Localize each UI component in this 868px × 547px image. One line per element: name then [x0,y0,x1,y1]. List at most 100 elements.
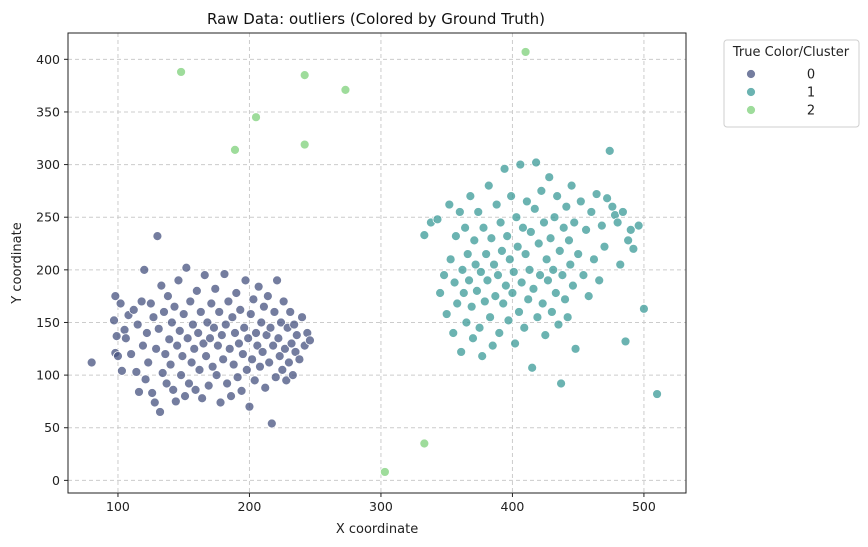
y-tick-label: 400 [36,52,60,67]
data-point-cluster-1 [599,241,610,252]
x-tick-label: 500 [632,499,656,514]
data-point-cluster-1 [564,235,574,246]
data-point-cluster-0 [243,333,254,344]
data-point-cluster-1 [581,224,591,235]
data-point-cluster-1 [557,270,568,281]
data-point-cluster-0 [226,391,236,402]
data-point-cluster-0 [273,333,284,344]
legend-label-0: 0 [807,68,815,83]
data-point-cluster-0 [169,301,180,312]
data-point-cluster-1 [533,238,544,249]
data-point-cluster-1 [596,220,607,231]
data-point-cluster-0 [165,359,176,370]
data-point-cluster-1 [550,288,561,298]
data-point-cluster-1 [432,214,443,225]
data-point-cluster-0 [236,385,247,396]
data-point-cluster-1 [461,317,472,328]
plot-frame [67,32,687,494]
data-point-cluster-2 [299,139,310,150]
data-point-cluster-1 [565,259,576,270]
data-point-cluster-1 [583,291,594,302]
data-point-cluster-0 [141,328,152,338]
data-point-cluster-2 [251,112,261,123]
data-point-cluster-1 [462,249,473,259]
data-point-cluster-1 [566,180,577,191]
data-point-cluster-0 [218,354,229,365]
data-point-cluster-0 [256,317,267,328]
data-point-cluster-0 [170,396,181,407]
legend-title: True Color/Cluster [732,45,850,60]
data-point-cluster-1 [586,207,597,217]
data-point-cluster-0 [172,340,183,351]
data-point-cluster-1 [493,270,503,281]
data-point-cluster-0 [228,359,239,370]
data-point-cluster-0 [212,340,223,351]
data-point-cluster-0 [224,343,235,354]
data-point-cluster-1 [498,298,509,309]
data-point-cluster-1 [545,233,556,244]
data-point-cluster-1 [589,254,599,265]
data-point-cluster-0 [277,364,288,375]
y-tick-label: 0 [52,473,60,488]
data-point-cluster-0 [143,357,154,368]
data-point-cluster-0 [132,319,143,330]
data-point-cluster-0 [268,340,279,351]
legend-marker-1 [746,87,756,97]
data-point-cluster-1 [470,259,481,270]
data-point-cluster-0 [220,319,231,330]
data-point-cluster-1 [520,249,531,259]
legend-entries: 0 1 2 [746,68,815,119]
y-axis-ticks: 0 50 100 150 200 250 300 350 400 [36,52,68,488]
data-point-cluster-0 [280,343,290,354]
data-point-cluster-1 [497,245,507,256]
grid-lines [68,33,686,493]
data-point-cluster-0 [164,334,175,345]
data-point-cluster-0 [191,285,202,296]
data-point-cluster-1 [528,283,539,294]
data-point-cluster-1 [503,315,514,326]
data-point-cluster-1 [617,207,628,217]
data-point-cluster-0 [284,357,294,368]
data-point-cluster-0 [215,397,226,408]
data-point-cluster-1 [623,235,634,246]
data-point-cluster-1 [456,347,467,357]
data-point-cluster-0 [140,374,151,385]
data-point-cluster-0 [234,338,244,349]
data-point-cluster-1 [466,301,477,312]
data-point-cluster-0 [176,370,186,381]
data-point-cluster-0 [180,391,190,402]
data-point-cluster-0 [117,365,127,376]
data-point-cluster-0 [287,370,298,381]
data-point-cluster-0 [152,231,163,242]
data-point-cluster-0 [214,307,225,317]
data-point-cluster-1 [512,241,523,252]
data-point-cluster-1 [575,196,586,207]
data-point-cluster-1 [475,267,486,277]
data-point-cluster-1 [491,199,502,210]
data-point-cluster-0 [173,275,184,286]
data-point-cluster-0 [245,309,256,319]
data-point-cluster-1 [506,191,517,202]
data-point-cluster-0 [86,357,97,368]
legend-marker-0 [746,69,756,79]
data-point-cluster-1 [465,191,476,202]
data-point-cluster-0 [211,370,222,381]
data-point-cluster-1 [514,307,524,317]
legend-label-1: 1 [807,86,815,101]
data-point-cluster-1 [490,291,501,302]
data-point-cluster-1 [419,230,430,241]
data-point-cluster-1 [479,296,490,307]
data-point-cluster-0 [252,340,263,351]
data-point-cluster-1 [625,224,636,235]
data-point-cluster-0 [160,349,171,359]
data-point-cluster-1 [439,270,449,281]
data-point-cluster-0 [126,349,137,359]
data-point-cluster-0 [297,312,307,323]
data-point-cluster-0 [291,330,302,341]
data-point-cluster-1 [502,231,513,242]
data-point-cluster-1 [544,172,555,183]
data-point-cluster-0 [206,298,217,309]
data-point-cluster-2 [230,144,240,155]
data-point-cluster-1 [568,280,578,291]
data-point-cluster-1 [485,312,495,323]
